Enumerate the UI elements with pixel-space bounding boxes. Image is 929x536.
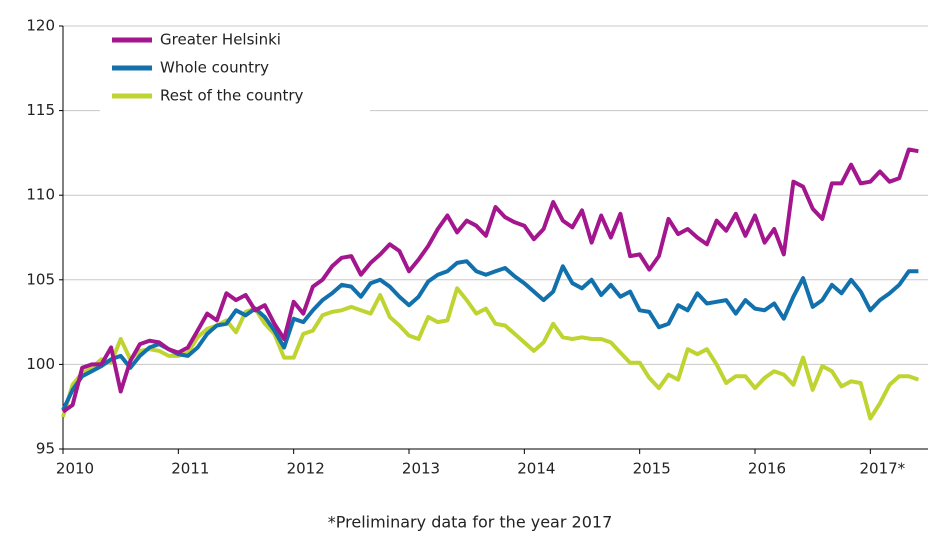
- x-tick-label: 2015: [633, 460, 671, 478]
- x-tick-label: 2012: [287, 460, 325, 478]
- y-tick-label: 110: [26, 186, 55, 204]
- x-tick-label: 2011: [171, 460, 209, 478]
- y-tick-label: 95: [36, 440, 55, 458]
- legend-label: Whole country: [160, 59, 269, 77]
- y-tick-label: 120: [26, 17, 55, 35]
- y-tick-label: 105: [26, 270, 55, 288]
- line-series: [61, 259, 919, 411]
- x-tick-label: 2016: [748, 460, 786, 478]
- footnote: *Preliminary data for the year 2017: [328, 513, 613, 532]
- x-tick-label: 2010: [56, 460, 94, 478]
- x-tick-label: 2017*: [859, 460, 905, 478]
- y-tick-label: 115: [26, 101, 55, 119]
- line-series: [61, 147, 919, 414]
- legend-label: Rest of the country: [160, 87, 304, 105]
- line-series: [61, 286, 920, 421]
- legend-label: Greater Helsinki: [160, 31, 281, 49]
- x-tick-label: 2013: [402, 460, 440, 478]
- y-tick-label: 100: [26, 355, 55, 373]
- x-tick-label: 2014: [517, 460, 555, 478]
